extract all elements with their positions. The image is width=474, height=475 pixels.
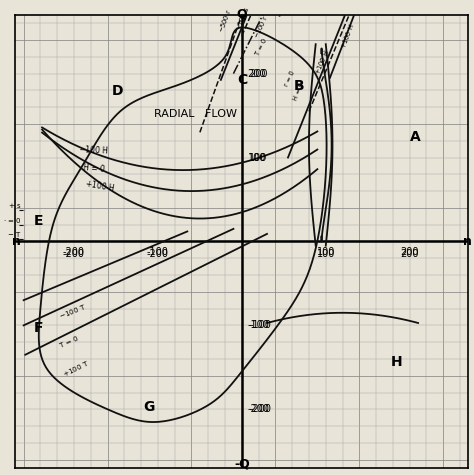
Text: -200: -200	[63, 247, 85, 257]
Text: F: F	[34, 321, 43, 335]
Text: 100: 100	[248, 152, 266, 162]
Text: D: D	[112, 84, 123, 97]
Text: -200: -200	[63, 249, 85, 259]
Text: $+100$ H: $+100$ H	[313, 48, 332, 76]
Text: $-500$ r: $-500$ r	[217, 7, 234, 34]
Text: -200: -200	[249, 404, 272, 414]
Text: $-$ T: $-$ T	[7, 230, 21, 239]
Text: $+100$ H: $+100$ H	[84, 177, 116, 193]
Text: -100: -100	[249, 320, 271, 331]
Text: H: H	[391, 355, 403, 369]
Text: 200: 200	[249, 68, 268, 78]
Text: E: E	[34, 214, 43, 228]
Text: $-100$ s: $-100$ s	[233, 5, 251, 32]
Text: H = 0: H = 0	[292, 82, 305, 102]
Text: 100: 100	[317, 249, 335, 259]
Text: RADIAL   FLOW: RADIAL FLOW	[154, 109, 237, 119]
Text: -100: -100	[147, 247, 169, 257]
Text: $-100$ r: $-100$ r	[252, 14, 270, 40]
Text: $-100$ T: $-100$ T	[57, 302, 87, 321]
Text: A: A	[410, 130, 420, 144]
Text: T = 0: T = 0	[59, 335, 79, 349]
Text: B: B	[294, 79, 304, 94]
Text: -Q: -Q	[234, 458, 250, 471]
Text: $+$ s: $+$ s	[8, 201, 21, 210]
Text: n: n	[12, 235, 21, 248]
Text: n: n	[463, 235, 472, 248]
Text: -200: -200	[248, 404, 270, 414]
Text: -200: -200	[147, 249, 169, 259]
Text: -100: -100	[248, 320, 270, 331]
Text: H = 0: H = 0	[82, 163, 105, 174]
Text: 200: 200	[248, 68, 266, 78]
Text: Q: Q	[237, 8, 247, 21]
Text: $+100$ H: $+100$ H	[338, 22, 356, 50]
Text: r = 0: r = 0	[284, 69, 296, 87]
Text: C: C	[237, 73, 248, 86]
Text: $+100$ T: $+100$ T	[62, 359, 91, 380]
Text: $\cdot$ = 0: $\cdot$ = 0	[2, 216, 21, 225]
Text: 200: 200	[401, 249, 419, 259]
Text: 200: 200	[401, 247, 419, 257]
Text: 100: 100	[317, 247, 335, 257]
Text: 100: 100	[249, 152, 268, 162]
Text: $-100$ H: $-100$ H	[78, 143, 109, 155]
Text: T = 0: T = 0	[255, 37, 268, 56]
Text: G: G	[143, 400, 154, 414]
